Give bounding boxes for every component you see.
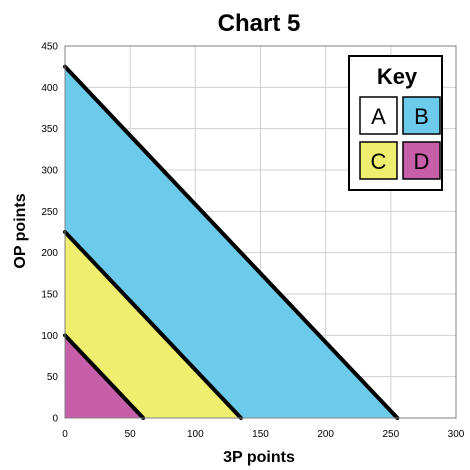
y-tick-label: 250 bbox=[41, 207, 58, 218]
x-axis-label: 3P points bbox=[223, 449, 295, 466]
y-tick-label: 100 bbox=[41, 331, 58, 342]
legend-swatch-d bbox=[402, 141, 441, 180]
legend-swatch-c bbox=[359, 141, 398, 180]
y-axis-label: OP points bbox=[12, 193, 29, 268]
y-tick-label: 400 bbox=[41, 83, 58, 94]
legend-swatch-b bbox=[402, 96, 441, 135]
y-tick-label: 50 bbox=[47, 372, 59, 383]
chart-title: Chart 5 bbox=[218, 10, 301, 37]
y-tick-label: 450 bbox=[41, 42, 58, 53]
y-tick-label: 150 bbox=[41, 290, 58, 301]
legend-swatch-a bbox=[359, 96, 398, 135]
legend-label-a: A bbox=[371, 104, 386, 129]
tick-layer: 0 50 100 150 200 250 300 0 50 100 150 200 250 300 350 4… bbox=[41, 42, 464, 441]
x-tick-label: 300 bbox=[448, 429, 465, 440]
plot-frame bbox=[64, 45, 457, 419]
x-tick-label: 200 bbox=[317, 429, 334, 440]
boundary-line bbox=[63, 230, 243, 420]
boundary-layer bbox=[63, 64, 400, 420]
y-tick-label: 300 bbox=[41, 166, 58, 177]
x-tick-label: 100 bbox=[187, 429, 204, 440]
boundary-line bbox=[63, 64, 400, 420]
boundary-line bbox=[63, 333, 146, 420]
legend-label-d: D bbox=[414, 149, 430, 174]
x-tick-label: 0 bbox=[62, 429, 68, 440]
y-tick-label: 350 bbox=[41, 124, 58, 135]
legend-title: Key bbox=[377, 64, 418, 89]
x-tick-label: 150 bbox=[252, 429, 269, 440]
legend-label-b: B bbox=[414, 104, 429, 129]
legend: Key A B C D bbox=[348, 55, 443, 191]
x-tick-label: 250 bbox=[382, 429, 399, 440]
legend-label-c: C bbox=[371, 149, 387, 174]
y-tick-label: 200 bbox=[41, 248, 58, 259]
y-tick-label: 0 bbox=[52, 414, 58, 425]
x-tick-label: 50 bbox=[125, 429, 137, 440]
